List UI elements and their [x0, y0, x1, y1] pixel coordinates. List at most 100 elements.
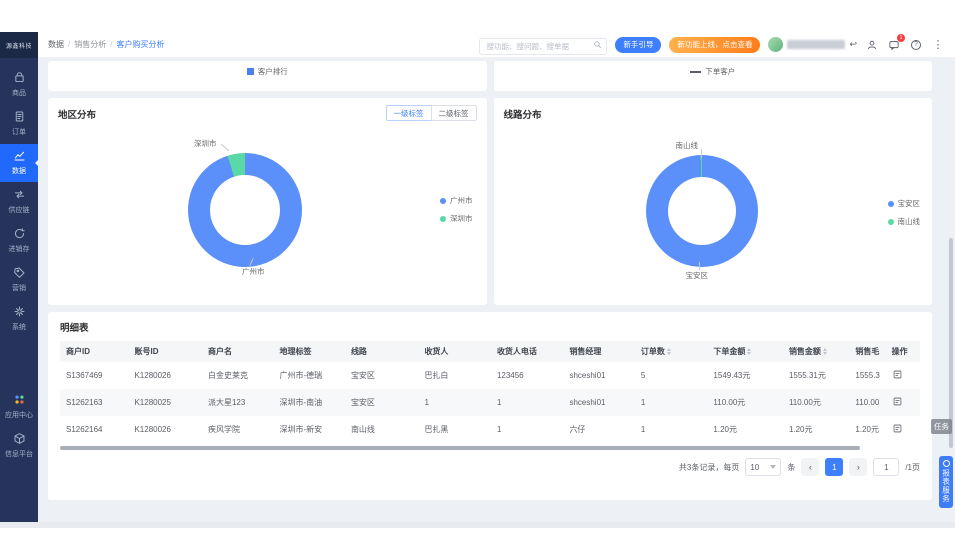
- sidebar-bottom-group: 应用中心 信息平台: [0, 388, 38, 522]
- col-merchant-id: 商户ID: [66, 347, 90, 356]
- sidebar-item-data[interactable]: 数据: [0, 144, 38, 182]
- table-row: S1262164 K1280026 疾风学院 深圳市-新安 南山线 巴扎黑 1 …: [60, 416, 920, 443]
- col-gross-profit[interactable]: 销售毛: [855, 347, 880, 356]
- col-order-amount[interactable]: 下单金额: [707, 341, 783, 362]
- horizontal-scrollbar-thumb[interactable]: [60, 446, 860, 450]
- more-menu-icon[interactable]: ⋮: [932, 39, 944, 51]
- sidebar-item-marketing[interactable]: 营销: [0, 261, 38, 299]
- sidebar-item-system[interactable]: 系统: [0, 300, 38, 338]
- sidebar-item-goods[interactable]: 商品: [0, 66, 38, 104]
- chevron-down-icon: [770, 465, 777, 469]
- col-consignee: 收货人: [424, 347, 449, 356]
- gear-icon: [13, 305, 26, 320]
- message-icon[interactable]: 1: [887, 33, 905, 52]
- sidebar-item-label: 供应链: [8, 207, 30, 214]
- breadcrumb-data[interactable]: 数据: [48, 40, 64, 49]
- app-window: 源鑫科技 商品 订单 数据 供应链: [0, 32, 955, 522]
- sort-icon[interactable]: [666, 348, 671, 356]
- donut-chart-row: 地区分布 一级标签 二级标签 深圳市 广州市: [48, 98, 932, 305]
- help-icon[interactable]: ?: [909, 38, 923, 52]
- cell: 1.20元: [855, 425, 879, 434]
- detail-icon[interactable]: [892, 396, 903, 407]
- guide-button[interactable]: 新手引导: [615, 36, 662, 53]
- customer-ranking-legend[interactable]: 客户排行: [246, 66, 288, 77]
- breadcrumb-sales-analysis[interactable]: 销售分析: [74, 40, 107, 49]
- legend-dot-icon: [887, 218, 894, 225]
- legend-item-shenzhen[interactable]: 深圳市: [440, 213, 473, 224]
- route-donut-chart[interactable]: [645, 155, 758, 267]
- ordering-customers-legend[interactable]: 下单客户: [690, 66, 735, 77]
- route-distribution-panel: 线路分布 南山线 宝安区 宝安区: [493, 98, 932, 305]
- legend-item-baoan[interactable]: 宝安区: [887, 198, 920, 209]
- bag-icon: [13, 71, 26, 86]
- sort-icon[interactable]: [747, 348, 752, 356]
- cell: 1: [424, 398, 429, 407]
- cell: 宝安区: [350, 371, 375, 380]
- col-account-id: 账号ID: [134, 347, 159, 356]
- detail-icon[interactable]: [892, 423, 903, 434]
- user-name-blur: [787, 40, 846, 49]
- detail-icon[interactable]: [892, 369, 903, 380]
- page-size-select[interactable]: 10: [745, 458, 782, 476]
- cell: S1262164: [66, 425, 103, 434]
- legend-item-nanshan[interactable]: 南山线: [887, 216, 920, 227]
- leader-line: [220, 143, 230, 152]
- next-page-button[interactable]: ›: [849, 458, 868, 476]
- region-donut-chart[interactable]: [188, 153, 302, 267]
- col-order-count[interactable]: 订单数: [635, 341, 708, 362]
- report-service-ribbon[interactable]: 报表服务: [939, 456, 953, 508]
- app-grid-icon: [13, 393, 26, 408]
- topbar-right: 新手引导 新功能上线，点击查看 ↩ 1 ?: [479, 33, 945, 55]
- sidebar: 源鑫科技 商品 订单 数据 供应链: [0, 32, 38, 522]
- region-legend: 广州市 深圳市: [440, 195, 473, 224]
- vertical-scrollbar-thumb[interactable]: [949, 238, 953, 448]
- legend-line-icon: [690, 70, 702, 73]
- pie-label-baoan: 宝安区: [685, 271, 709, 280]
- cube-icon: [13, 432, 26, 447]
- cell: 110.00元: [788, 398, 821, 407]
- legend-square-icon: [246, 68, 254, 75]
- breadcrumb-separator: /: [68, 40, 71, 49]
- search-input[interactable]: [479, 38, 608, 55]
- cell: S1367469: [66, 371, 103, 380]
- region-distribution-panel: 地区分布 一级标签 二级标签 深圳市 广州市: [48, 98, 487, 305]
- avatar[interactable]: [768, 37, 784, 52]
- col-sales-manager: 销售经理: [569, 347, 602, 356]
- cell: 1: [496, 425, 502, 434]
- page-1-button[interactable]: 1: [825, 458, 844, 476]
- switch-account-icon[interactable]: ↩: [849, 39, 857, 49]
- cell: 1555.3: [855, 371, 880, 380]
- sidebar-item-orders[interactable]: 订单: [0, 105, 38, 143]
- breadcrumb-separator: /: [110, 40, 113, 49]
- support-icon[interactable]: [865, 38, 879, 52]
- prev-page-button[interactable]: ‹: [801, 458, 820, 476]
- table-row: S1367469 K1280026 白金史莱克 广州市-德瑞 宝安区 巴扎白 1…: [60, 362, 920, 389]
- secondary-tag-button[interactable]: 二级标签: [430, 105, 477, 121]
- sidebar-item-platform[interactable]: 信息平台: [0, 427, 38, 465]
- pie-label-nanshan: 南山线: [675, 141, 699, 150]
- table-row: S1262163 K1280025 派大星123 深圳市-南油 宝安区 1 1 …: [60, 389, 920, 416]
- sort-icon[interactable]: [822, 348, 827, 356]
- cell: 1: [640, 425, 646, 434]
- pagination: 共3条记录，每页 10 条 ‹ 1 › 1 /1页: [60, 458, 920, 476]
- sidebar-item-app-center[interactable]: 应用中心: [0, 388, 38, 426]
- cell: 123456: [496, 371, 524, 380]
- col-actions: 操作: [891, 347, 908, 356]
- cell: 六仔: [569, 425, 586, 434]
- legend-item-guangzhou[interactable]: 广州市: [440, 195, 473, 206]
- primary-tag-button[interactable]: 一级标签: [385, 105, 431, 121]
- task-badge[interactable]: 任务: [931, 419, 952, 434]
- cell: K1280026: [134, 425, 171, 434]
- horizontal-scrollbar: [60, 446, 920, 450]
- sidebar-item-supply-chain[interactable]: 供应链: [0, 183, 38, 221]
- cell: 1555.31元: [788, 371, 826, 380]
- cell: 派大星123: [207, 398, 246, 407]
- col-sales-amount[interactable]: 销售金额: [783, 341, 849, 362]
- breadcrumb-customer-purchase[interactable]: 客户购买分析: [116, 40, 165, 49]
- sidebar-item-inventory[interactable]: 进销存: [0, 222, 38, 260]
- promo-button[interactable]: 新功能上线，点击查看: [669, 36, 761, 53]
- sidebar-item-label: 商品: [12, 90, 26, 97]
- jump-page-input[interactable]: 1: [873, 458, 900, 476]
- legend-dot-icon: [440, 197, 446, 204]
